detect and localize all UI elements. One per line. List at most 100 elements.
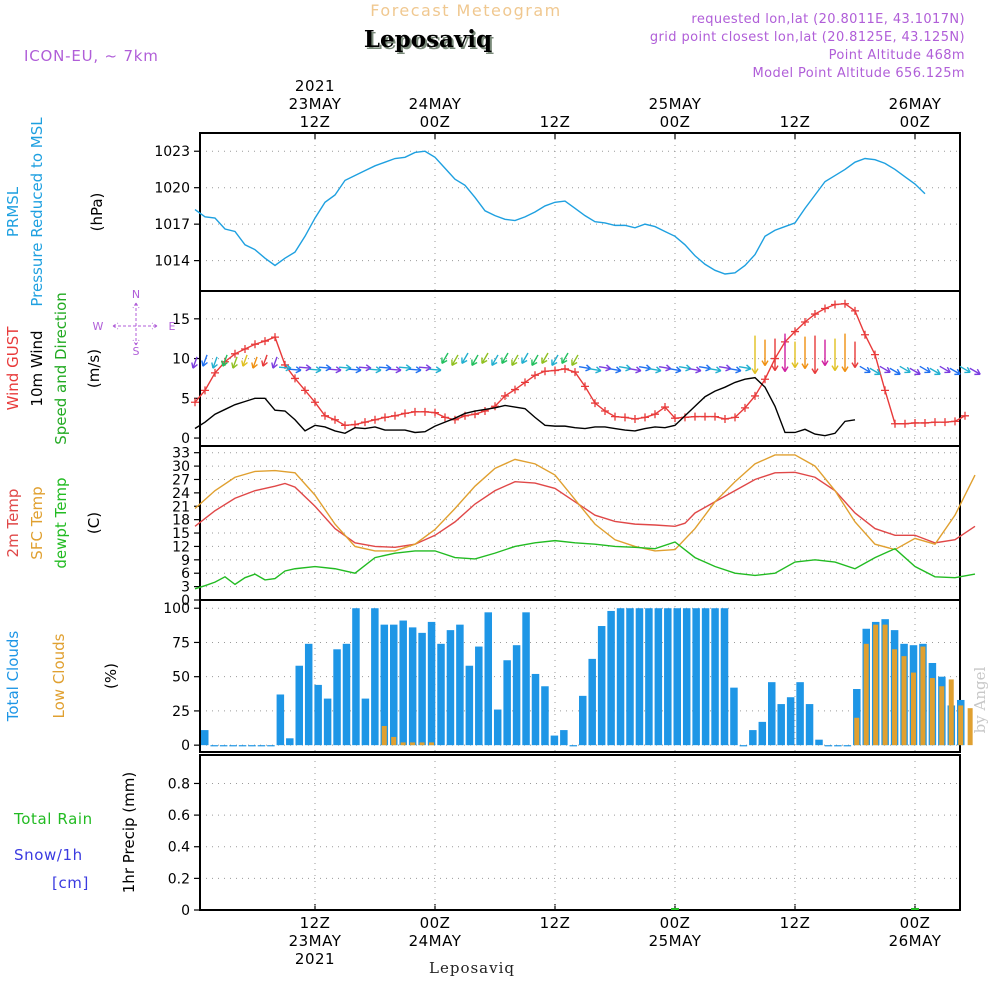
wind-direction-arrow [791,341,799,368]
low-clouds-bar [901,656,907,746]
y-tick-label: 21 [172,499,190,515]
wind-direction-arrow [531,354,539,366]
low-clouds-bar [910,672,916,746]
total-clouds-bar [257,745,266,747]
gust-marker [811,310,819,319]
wind-direction-arrow [909,367,921,376]
wind-direction-arrow [869,367,881,376]
y-tick-label: 75 [172,635,190,651]
gust-marker [641,413,649,422]
low-clouds-bar [873,624,879,746]
low-clouds-bar [892,649,898,746]
wind-direction-arrow [491,354,499,366]
time-label: 12Z [540,113,571,131]
y-tick-label: 0 [181,738,190,754]
total-clouds-bar [834,745,842,747]
gust-marker [211,368,219,377]
total-clouds-bar [475,646,483,746]
location-title-shadow: Leposaviq [366,28,494,55]
y-tick-label: 1017 [154,217,190,233]
total-clouds-bar [824,745,833,747]
gust-marker [241,345,249,354]
grid-point-coords: grid point closest lon,lat (20.8125E, 43… [650,30,965,45]
total-clouds-bar [201,730,209,746]
gust-marker [951,417,959,426]
total-clouds-bar [210,745,218,747]
gust-marker [341,421,349,430]
low-clouds-bar [400,742,406,746]
total-clouds-bar [219,745,228,747]
total-clouds-bar [597,626,606,746]
gust-marker [381,413,389,422]
wind-direction-arrow [211,356,218,369]
gust-marker [401,409,409,418]
total-clouds-bar [664,608,672,746]
wind-direction-arrow [738,364,752,372]
axis-label: SFC Temp [28,486,46,559]
gust-marker [581,382,589,391]
total-clouds-bar [786,697,795,746]
axis-label: (m/s) [85,349,103,388]
wind-direction-arrow [511,354,519,366]
gust-marker [311,398,319,407]
panel-frame [199,754,961,911]
axis-label: (C) [85,512,103,534]
wind-direction-arrow [551,354,559,366]
low-clouds-bar [948,679,954,746]
gust-marker [881,386,889,395]
gust-marker [271,333,279,342]
time-label: 24MAY [409,95,462,113]
time-label: 26MAY [889,932,942,950]
total-clouds-bar [465,665,474,746]
gust-marker [511,385,519,394]
total-clouds-bar [314,684,322,746]
total-clouds-bar [522,612,530,746]
low-clouds-bar [882,624,888,746]
location-title: Leposaviq [364,26,492,53]
gust-marker [551,366,559,375]
gust-marker [561,364,569,373]
total-clouds-bar [333,649,341,746]
gust-marker [961,411,969,420]
wind-direction-arrow [461,352,469,364]
time-label: 23MAY [289,95,342,113]
compass-e: E [169,320,176,333]
gust-marker [291,374,299,383]
total-clouds-bar [701,608,710,746]
panel-clouds: 0 25 50 75 100 Total Clouds Low Clouds (%) [4,599,973,754]
total-clouds-bar [796,682,804,746]
axis-label: 2m Temp [4,489,22,558]
wind-direction-arrow [781,333,789,372]
wind-direction-arrow [761,339,769,366]
y-tick-label: 12 [172,539,190,555]
wind-direction-arrow [451,354,459,366]
panel-precip: 0 0.2 0.4 0.6 0.8 Total Rain Snow/1h [cm] 1hr Pr… [13,754,961,919]
wind-direction-arrow [348,366,362,374]
axis-label: dewpt Temp [52,477,70,568]
wind-direction-arrow [261,354,268,367]
total-clouds-bar [342,643,351,746]
gust-marker [741,403,749,412]
time-label: 25MAY [649,932,702,950]
y-tick-label: 1014 [154,254,190,270]
y-tick-label: 3 [181,580,190,596]
gust-marker [411,407,419,416]
wind-direction-arrow [221,354,228,367]
gust-marker [541,367,549,376]
total-clouds-bar [673,608,681,746]
wind-direction-arrow [859,365,871,374]
total-clouds-bar [248,745,256,747]
y-tick-label: 0.4 [168,840,190,856]
wind-direction-arrow [811,335,819,374]
panel-pressure: 1014 1017 1020 1023 PRMSL Pressure Reduced to… [4,117,961,307]
series-line-wind-gust [194,302,966,427]
wind-direction-arrow [241,354,248,367]
gust-marker [371,415,379,424]
total-clouds-bar [616,608,625,746]
wind-direction-arrow [588,366,602,374]
axis-label: (hPa) [88,193,106,232]
time-label: 00Z [900,113,931,131]
y-tick-label: 10 [172,352,190,368]
